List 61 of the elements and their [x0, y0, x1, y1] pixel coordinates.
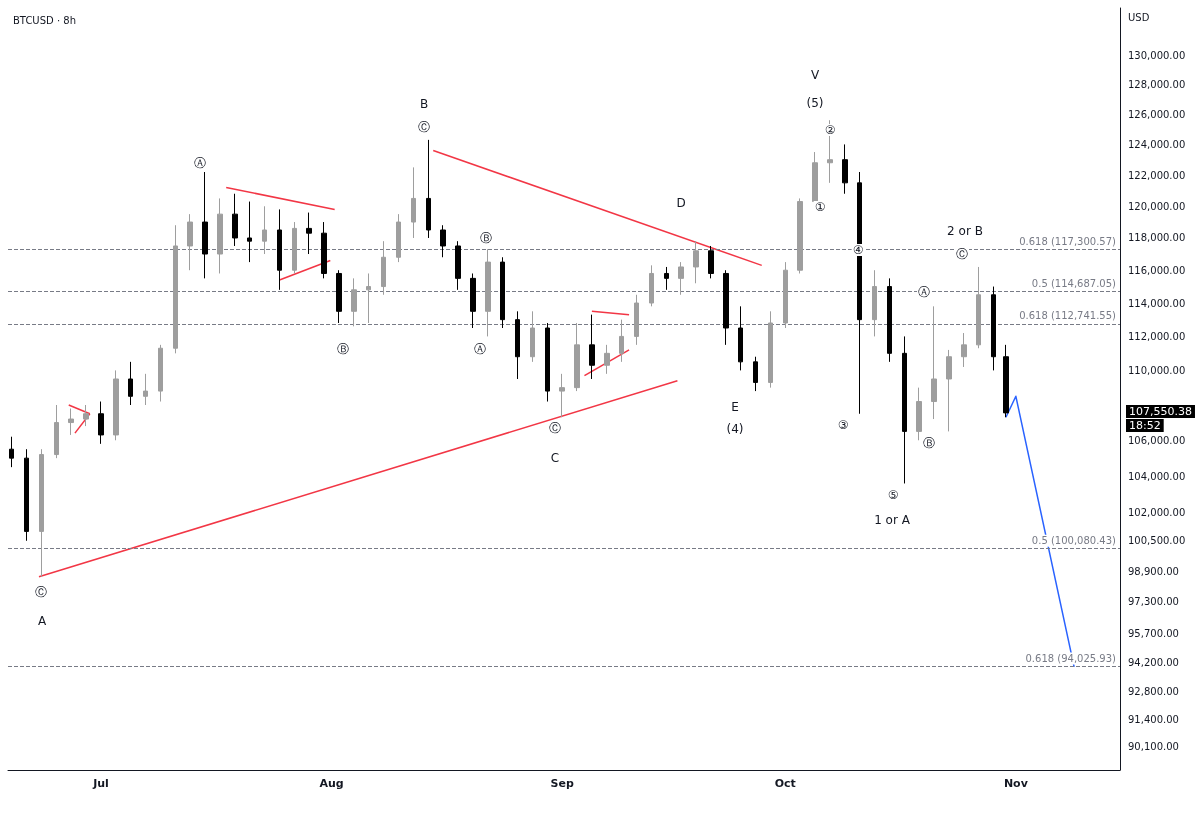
- annotation: ⑤: [887, 488, 899, 502]
- ref-line-label: 0.5 (114,687.05): [1031, 278, 1117, 290]
- annotation: E: [731, 400, 739, 414]
- y-tick-label: 110,000.00: [1128, 364, 1186, 376]
- annotation: ④: [852, 243, 864, 257]
- text: 18:52: [1129, 419, 1161, 432]
- y-tick-label: 100,500.00: [1128, 535, 1186, 547]
- y-tick-label: 128,000.00: [1128, 79, 1186, 91]
- x-tick-label: Aug: [319, 777, 344, 790]
- ref-line-label: 0.618 (112,741.55): [1019, 310, 1117, 322]
- annotation: Ⓒ: [549, 421, 561, 435]
- annotation: Ⓐ: [194, 156, 206, 170]
- ref-line-label: 0.618 (117,300.57): [1019, 235, 1117, 247]
- annotation: (5): [806, 96, 824, 110]
- y-tick-label: 126,000.00: [1128, 108, 1186, 120]
- annotation: Ⓐ: [474, 342, 486, 356]
- y-tick-label: 98,900.00: [1128, 565, 1179, 577]
- y-tick-label: 122,000.00: [1128, 169, 1186, 181]
- annotation: ②: [824, 123, 836, 137]
- y-tick-label: 94,200.00: [1128, 657, 1179, 669]
- x-tick-label: Sep: [550, 777, 574, 790]
- text: 107,550.38: [1129, 405, 1192, 418]
- y-tick-label: 102,000.00: [1128, 507, 1186, 519]
- x-tick-label: Jul: [92, 777, 109, 790]
- annotation: ③: [837, 418, 849, 432]
- annotation: Ⓒ: [956, 247, 968, 261]
- text: BTCUSD · 8h: [13, 14, 76, 26]
- annotation: Ⓑ: [480, 231, 492, 245]
- y-tick-label: 114,000.00: [1128, 297, 1186, 309]
- y-tick-label: 130,000.00: [1128, 49, 1186, 61]
- annotation: Ⓐ: [918, 285, 930, 299]
- y-tick-label: 90,100.00: [1128, 741, 1179, 753]
- annotation: Ⓑ: [923, 436, 935, 450]
- annotation: (4): [726, 422, 744, 436]
- y-tick-label: 104,000.00: [1128, 470, 1186, 482]
- y-tick-label: 97,300.00: [1128, 596, 1179, 608]
- y-tick-label: 106,000.00: [1128, 434, 1186, 446]
- y-tick-label: 112,000.00: [1128, 330, 1186, 342]
- y-tick-label: 124,000.00: [1128, 138, 1186, 150]
- y-axis-title: USD: [1128, 11, 1150, 23]
- annotation: ①: [814, 200, 826, 214]
- x-tick-label: Oct: [774, 777, 796, 790]
- annotation: D: [676, 196, 686, 210]
- y-tick-label: 95,700.00: [1128, 627, 1179, 639]
- annotation: 1 or A: [874, 513, 911, 527]
- y-tick-label: 92,800.00: [1128, 685, 1179, 697]
- annotation: Ⓒ: [418, 120, 430, 134]
- y-tick-label: 116,000.00: [1128, 264, 1186, 276]
- y-tick-label: 91,400.00: [1128, 714, 1179, 726]
- annotation: C: [550, 451, 560, 465]
- annotation: Ⓑ: [337, 342, 349, 356]
- annotation: 2 or B: [947, 224, 983, 238]
- annotation: B: [419, 97, 429, 111]
- annotation: Ⓒ: [35, 585, 47, 599]
- y-tick-label: 120,000.00: [1128, 200, 1186, 212]
- x-tick-label: Nov: [1003, 777, 1029, 790]
- ref-line-label: 0.618 (94,025.93): [1025, 652, 1117, 664]
- ref-line-label: 0.5 (100,080.43): [1031, 535, 1117, 547]
- annotation: V: [810, 68, 820, 82]
- y-tick-label: 118,000.00: [1128, 232, 1186, 244]
- annotation: A: [37, 614, 47, 628]
